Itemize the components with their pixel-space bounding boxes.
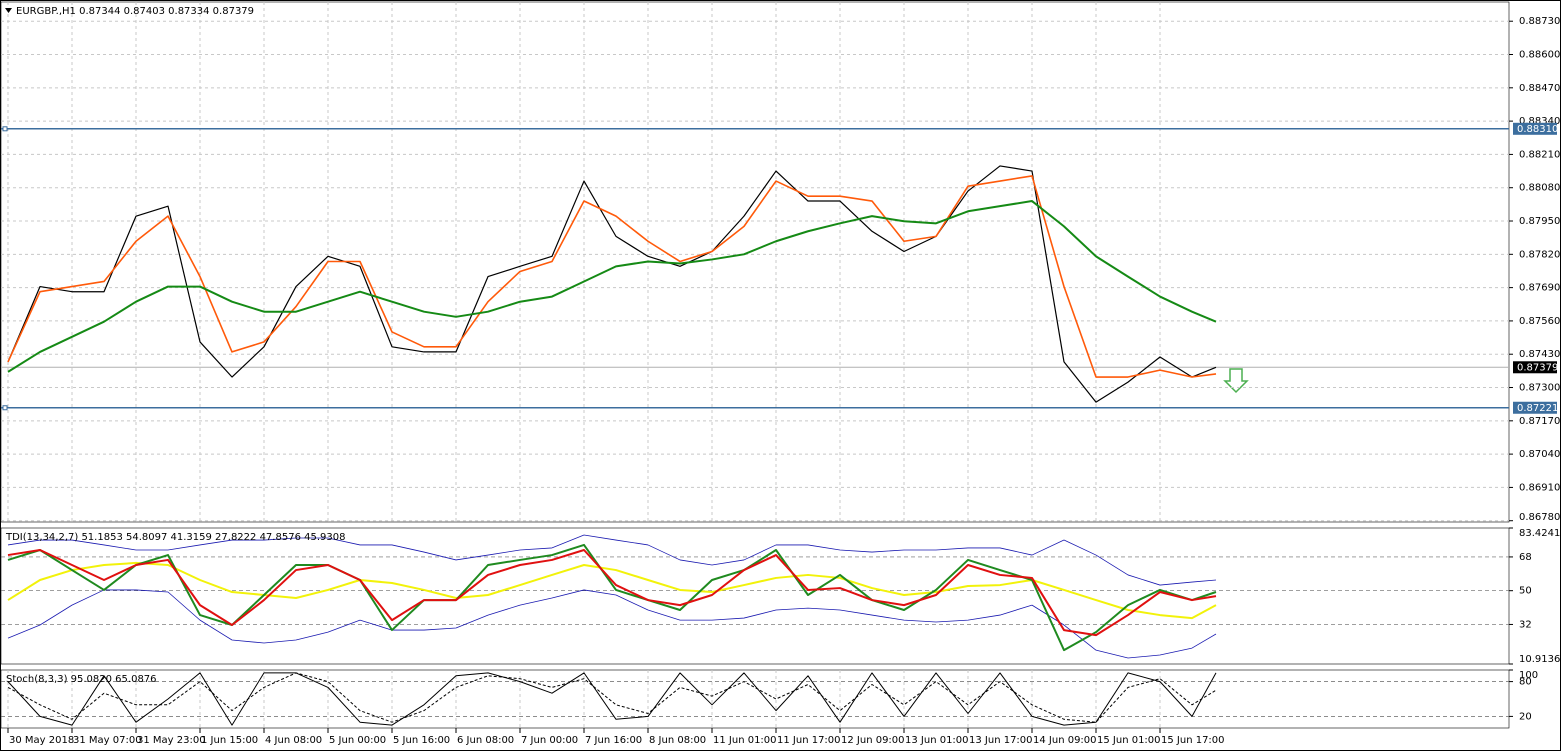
level-tag bbox=[1513, 122, 1557, 135]
series-line bbox=[7, 589, 1217, 659]
y-tick-label: 0.88600 bbox=[1519, 50, 1560, 61]
series-line bbox=[7, 165, 1217, 403]
x-tick-label: 6 Jun 08:00 bbox=[457, 735, 514, 746]
y-tick-label: 100 bbox=[1519, 670, 1538, 681]
y-tick-label: 80 bbox=[1519, 677, 1532, 688]
y-tick-label: 0.87820 bbox=[1519, 249, 1560, 260]
panel bbox=[0, 669, 1510, 729]
y-tick-label: 0.87300 bbox=[1519, 383, 1560, 394]
panel bbox=[0, 527, 1510, 665]
series-line bbox=[7, 200, 1217, 373]
series-line bbox=[7, 672, 1217, 723]
level-tag bbox=[1513, 401, 1557, 414]
panel-header: Stoch(8,3,3) 95.0820 65.0876 bbox=[6, 674, 157, 685]
y-tick-label: 0.88210 bbox=[1519, 149, 1560, 160]
down-arrow bbox=[1223, 368, 1249, 394]
x-tick-label: 5 Jun 00:00 bbox=[329, 735, 386, 746]
y-tick-label: 0.87040 bbox=[1519, 449, 1560, 460]
series-line bbox=[7, 175, 1217, 378]
x-tick-label: 11 Jun 17:00 bbox=[777, 735, 841, 746]
x-tick-label: 5 Jun 16:00 bbox=[393, 735, 450, 746]
price-tag bbox=[1513, 361, 1557, 374]
series-line bbox=[7, 672, 1217, 726]
series-line bbox=[7, 534, 1217, 586]
x-tick-label: 13 Jun 17:00 bbox=[969, 735, 1033, 746]
series-line bbox=[7, 561, 1217, 620]
y-tick-label: 20 bbox=[1519, 711, 1532, 722]
x-tick-label: 31 May 23:00 bbox=[137, 735, 206, 746]
x-tick-label: 1 Jun 15:00 bbox=[201, 735, 258, 746]
x-tick-label: 15 Jun 17:00 bbox=[1161, 735, 1225, 746]
panel-header: TDI(13,34,2,7) 51.1853 54.8097 41.3159 2… bbox=[5, 532, 345, 543]
level-handle bbox=[2, 126, 8, 132]
y-tick-label: 10.9136 bbox=[1519, 654, 1560, 665]
x-tick-label: 13 Jun 01:00 bbox=[905, 735, 969, 746]
price-tag-label: 0.87379 bbox=[1517, 362, 1558, 373]
panel-header: EURGBP.,H1 0.87344 0.87403 0.87334 0.873… bbox=[16, 6, 254, 17]
x-tick-label: 7 Jun 00:00 bbox=[521, 735, 578, 746]
level-tag-label: 0.88310 bbox=[1517, 124, 1558, 135]
menu-triangle bbox=[5, 8, 12, 13]
level-handle bbox=[2, 405, 8, 411]
y-tick-label: 50 bbox=[1519, 586, 1532, 597]
series-line bbox=[7, 548, 1217, 637]
y-tick-label: 0.88470 bbox=[1519, 83, 1560, 94]
y-tick-label: 0.88080 bbox=[1519, 183, 1560, 194]
y-tick-label: 68 bbox=[1519, 552, 1532, 563]
y-tick-label: 83.4241 bbox=[1519, 528, 1560, 539]
y-tick-label: 32 bbox=[1519, 619, 1532, 630]
y-tick-label: 0.87560 bbox=[1519, 316, 1560, 327]
y-tick-label: 0.87950 bbox=[1519, 216, 1560, 227]
level-tag-label: 0.87221 bbox=[1517, 403, 1558, 414]
x-tick-label: 30 May 2018 bbox=[9, 735, 74, 746]
x-tick-label: 14 Jun 09:00 bbox=[1033, 735, 1097, 746]
y-tick-label: 0.86780 bbox=[1519, 512, 1560, 523]
y-tick-label: 0.88340 bbox=[1519, 116, 1560, 127]
y-tick-label: 0.88730 bbox=[1519, 16, 1560, 27]
x-tick-label: 12 Jun 09:00 bbox=[841, 735, 905, 746]
y-tick-label: 0.86910 bbox=[1519, 482, 1560, 493]
x-tick-label: 31 May 07:00 bbox=[73, 735, 142, 746]
y-tick-label: 0.87170 bbox=[1519, 416, 1560, 427]
x-tick-label: 8 Jun 08:00 bbox=[649, 735, 706, 746]
panel bbox=[0, 1, 1510, 523]
x-tick-label: 11 Jun 01:00 bbox=[713, 735, 777, 746]
y-tick-label: 0.87430 bbox=[1519, 349, 1560, 360]
x-tick-label: 4 Jun 08:00 bbox=[265, 735, 322, 746]
x-tick-label: 15 Jun 01:00 bbox=[1097, 735, 1161, 746]
x-tick-label: 7 Jun 16:00 bbox=[585, 735, 642, 746]
y-tick-label: 0.87690 bbox=[1519, 283, 1560, 294]
